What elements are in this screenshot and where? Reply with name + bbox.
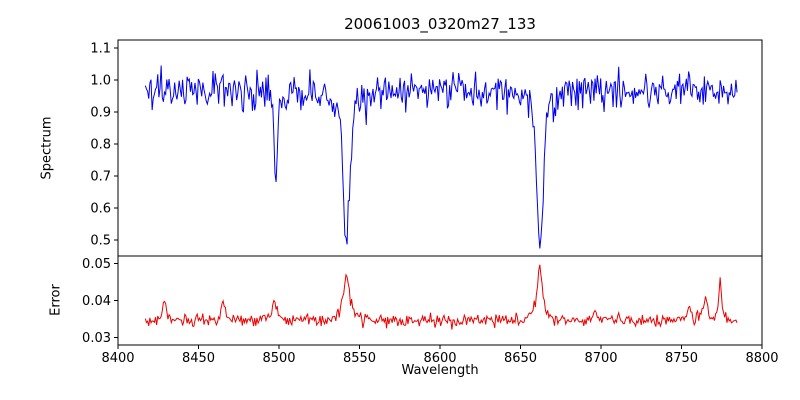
figure-title: 20061003_0320m27_133 [344,15,536,33]
y-tick-label: 0.05 [82,257,111,272]
y-tick-label: 0.6 [90,202,111,217]
y-tick-label: 0.8 [90,138,111,153]
error-line [144,264,738,330]
panel-border-error [117,255,763,346]
y-tick-label: 1.1 [90,42,111,57]
y-tick-label: 0.03 [82,331,111,346]
x-tick-label: 8500 [262,351,295,366]
x-tick-label: 8450 [182,351,215,366]
x-tick-label: 8400 [101,351,134,366]
y-tick-label: 1.0 [90,74,111,89]
x-tick-label: 8800 [745,351,778,366]
x-tick-label: 8700 [584,351,617,366]
y-tick-label: 0.9 [90,106,111,121]
x-tick-label: 8750 [665,351,698,366]
spectrum-line [144,65,738,249]
y-tick-label: 0.7 [90,170,111,185]
x-tick-label: 8650 [504,351,537,366]
y-tick-label: 0.04 [82,294,111,309]
y-tick-label: 0.5 [90,234,111,249]
x-tick-label: 8550 [343,351,376,366]
x-axis-label: Wavelength [401,363,479,378]
panel-border-spectrum [117,39,763,257]
x-tick-label: 8600 [423,351,456,366]
